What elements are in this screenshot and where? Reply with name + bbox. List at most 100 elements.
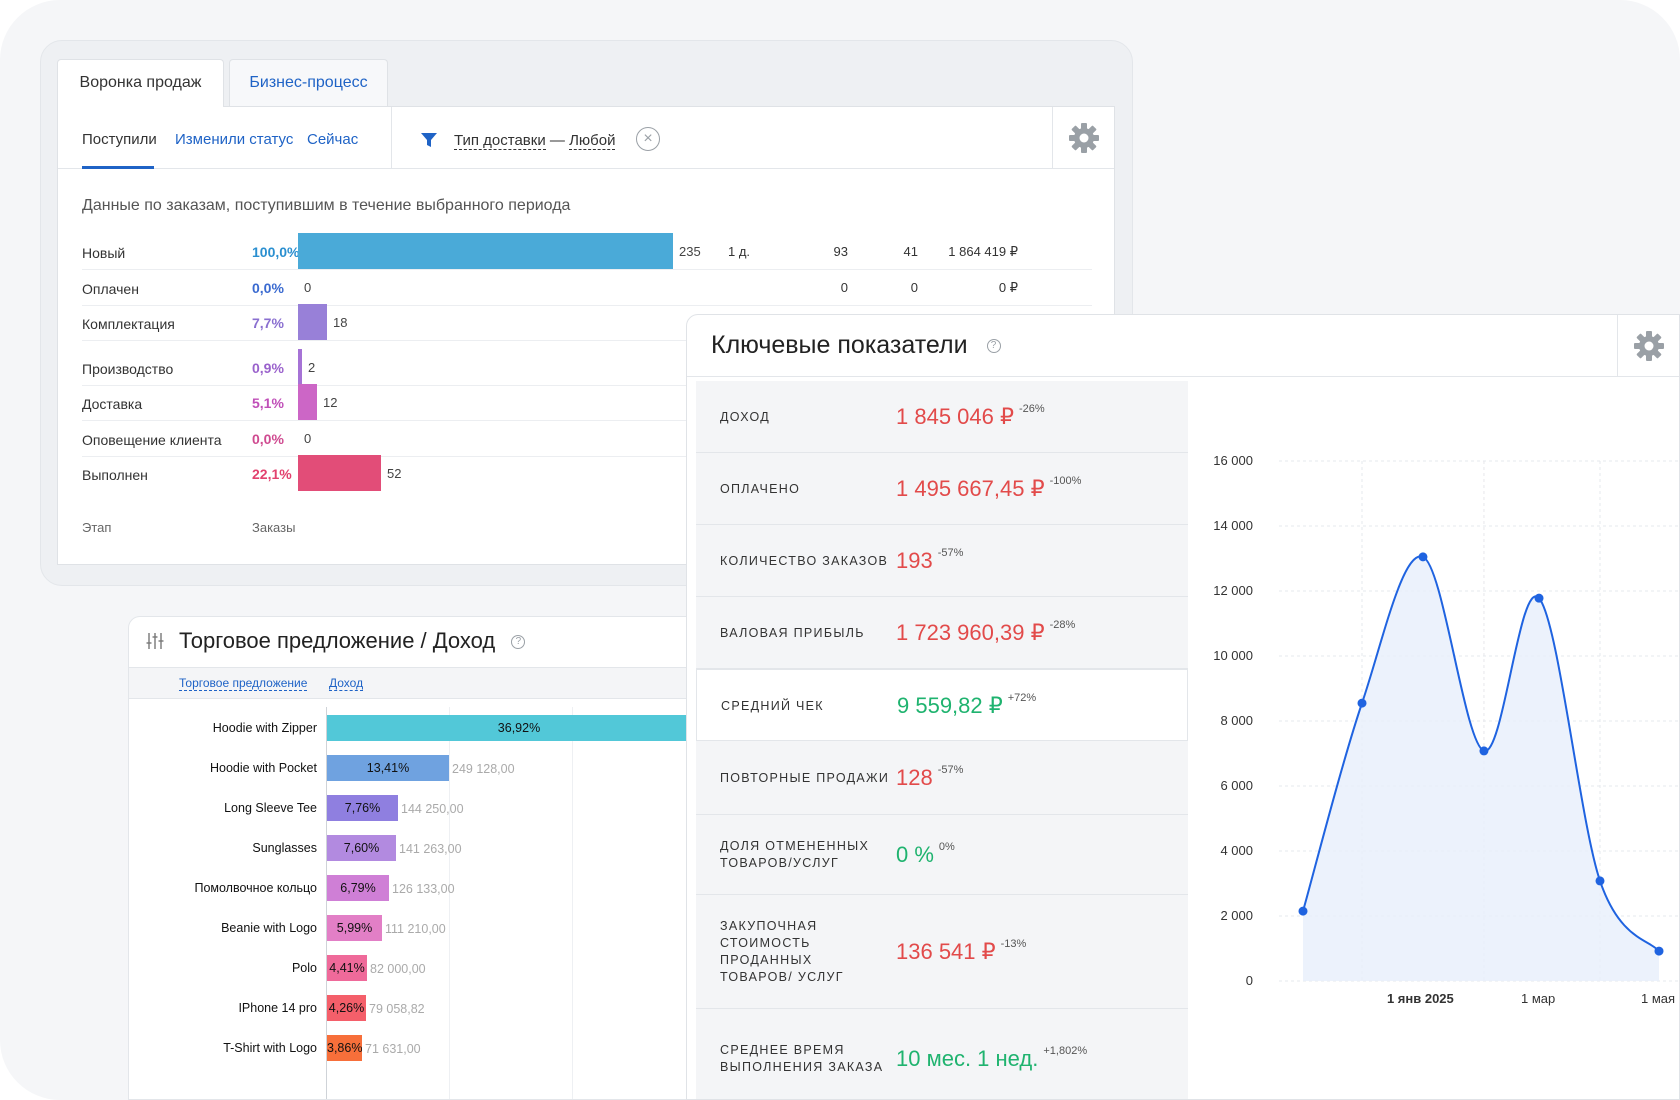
funnel-description: Данные по заказам, поступившим в течение… bbox=[82, 197, 571, 214]
product-row[interactable]: IPhone 14 pro 4,26% 79 058,82 bbox=[129, 995, 687, 1021]
data-point[interactable] bbox=[1298, 906, 1308, 916]
product-row[interactable]: Помолвочное кольцо 6,79% 126 133,00 bbox=[129, 875, 687, 901]
tab-sales-funnel[interactable]: Воронка продаж bbox=[57, 59, 224, 107]
product-row[interactable]: Sunglasses 7,60% 141 263,00 bbox=[129, 835, 687, 861]
stage-label: Выполнен bbox=[82, 467, 148, 483]
row-divider bbox=[82, 420, 1092, 421]
funnel-row[interactable]: Новый 100,0% 235 1 д. 93 41 1 864 419 ₽ bbox=[58, 233, 1058, 269]
funnel-row[interactable]: Доставка 5,1% 12 bbox=[58, 384, 1058, 420]
data-point[interactable] bbox=[1595, 876, 1605, 886]
funnel-row[interactable]: Комплектация 7,7% 18 bbox=[58, 304, 1058, 340]
kpi-label: Среднее время выполнения заказа bbox=[720, 1043, 884, 1074]
subtab-received[interactable]: Поступили bbox=[82, 131, 157, 148]
product-bar[interactable]: 5,99% bbox=[327, 915, 382, 941]
kpi-change: +72% bbox=[1007, 692, 1037, 704]
kpi-row[interactable]: Валовая прибыль 1 723 960,39 ₽ -28% bbox=[696, 597, 1188, 669]
y-tick-label: 12 000 bbox=[1213, 583, 1253, 598]
kpi-change: -13% bbox=[1000, 938, 1027, 950]
kpi-label: Количество заказов bbox=[720, 553, 889, 568]
row-divider bbox=[82, 385, 1092, 386]
y-tick-label: 0 bbox=[1245, 973, 1253, 988]
x-tick-label: 1 мая bbox=[1641, 991, 1676, 1006]
stage-label: Новый bbox=[82, 245, 126, 261]
kpi-title-text: Ключевые показатели bbox=[711, 331, 968, 359]
product-revenue: 111 210,00 bbox=[385, 922, 446, 936]
stage-bar[interactable] bbox=[298, 384, 317, 420]
product-bar[interactable]: 3,86% bbox=[327, 1035, 362, 1061]
funnel-row[interactable]: Оплачен 0,0% 0 0 0 0 ₽ bbox=[58, 269, 1058, 305]
product-share: 36,92% bbox=[497, 721, 541, 735]
stage-value-1: 93 bbox=[833, 244, 848, 259]
funnel-row[interactable]: Оповещение клиента 0,0% 0 bbox=[58, 420, 1058, 456]
product-bar[interactable]: 4,41% bbox=[327, 955, 367, 981]
series-area bbox=[1303, 556, 1659, 981]
stage-percent: 0,0% bbox=[252, 280, 284, 296]
kpi-row[interactable]: Количество заказов 193 -57% bbox=[696, 525, 1188, 597]
data-point[interactable] bbox=[1479, 746, 1489, 756]
funnel-row[interactable]: Производство 0,9% 2 bbox=[58, 349, 1058, 385]
product-row[interactable]: Long Sleeve Tee 7,76% 144 250,00 bbox=[129, 795, 687, 821]
stage-column-label: Этап bbox=[82, 520, 112, 535]
kpi-row[interactable]: Повторные продажи 128 -57% bbox=[696, 741, 1188, 815]
subtab-now[interactable]: Сейчас bbox=[307, 131, 359, 148]
help-icon[interactable]: ? bbox=[986, 339, 1001, 354]
product-row[interactable]: Beanie with Logo 5,99% 111 210,00 bbox=[129, 915, 687, 941]
kpi-change: -57% bbox=[937, 547, 964, 559]
data-point[interactable] bbox=[1534, 593, 1544, 603]
stage-bar[interactable] bbox=[298, 304, 327, 340]
sliders-icon[interactable] bbox=[145, 631, 165, 651]
kpi-row[interactable]: Доля отмененных товаров/услуг 0 % 0% bbox=[696, 815, 1188, 895]
tab-business-process[interactable]: Бизнес-процесс bbox=[229, 59, 388, 106]
stage-label: Оповещение клиента bbox=[82, 432, 222, 448]
kpi-row[interactable]: Оплачено 1 495 667,45 ₽ -100% bbox=[696, 453, 1188, 525]
stage-bar[interactable] bbox=[298, 233, 673, 269]
product-name: Beanie with Logo bbox=[221, 921, 317, 935]
stage-bar[interactable] bbox=[298, 455, 381, 491]
stage-percent: 0,0% bbox=[252, 431, 284, 447]
stage-count: 0 bbox=[304, 431, 312, 446]
link-revenue[interactable]: Доход bbox=[329, 676, 364, 691]
kpi-value: 193 -57% bbox=[896, 547, 963, 574]
y-tick-label: 2 000 bbox=[1220, 908, 1253, 923]
product-share: 4,26% bbox=[328, 1001, 365, 1015]
funnel-settings-button[interactable] bbox=[1052, 107, 1114, 169]
kpi-label: Доля отмененных товаров/услуг bbox=[720, 839, 870, 870]
product-name: Помолвочное кольцо bbox=[194, 881, 317, 895]
product-share: 7,60% bbox=[343, 841, 380, 855]
clear-filter-close-icon[interactable]: × bbox=[636, 127, 660, 151]
stage-bar[interactable] bbox=[298, 349, 302, 385]
product-row[interactable]: Hoodie with Zipper 36,92% bbox=[129, 715, 687, 741]
product-bar[interactable]: 7,60% bbox=[327, 835, 396, 861]
subtab-status-changed[interactable]: Изменили статус bbox=[175, 131, 294, 148]
product-bar[interactable]: 7,76% bbox=[327, 795, 398, 821]
data-point[interactable] bbox=[1418, 552, 1428, 562]
link-product-offer[interactable]: Торговое предложение bbox=[179, 676, 308, 691]
data-point[interactable] bbox=[1357, 698, 1367, 708]
kpi-settings-button[interactable] bbox=[1617, 315, 1679, 377]
product-bar[interactable]: 36,92% bbox=[327, 715, 687, 741]
product-row[interactable]: Polo 4,41% 82 000,00 bbox=[129, 955, 687, 981]
product-revenue: 71 631,00 bbox=[365, 1042, 421, 1056]
kpi-row[interactable]: Закупочная стоимость проданных товаров/ … bbox=[696, 895, 1188, 1009]
kpi-row[interactable]: Среднее время выполнения заказа 10 мес. 1… bbox=[696, 1009, 1188, 1099]
product-revenue: 144 250,00 bbox=[401, 802, 464, 816]
gridline bbox=[572, 707, 573, 1099]
product-row[interactable]: T-Shirt with Logo 3,86% 71 631,00 bbox=[129, 1035, 687, 1061]
kpi-value-text: 9 559,82 ₽ bbox=[897, 693, 1003, 718]
product-bar[interactable]: 13,41% bbox=[327, 755, 449, 781]
funnel-row[interactable]: Выполнен 22,1% 52 bbox=[58, 455, 1058, 491]
delivery-type-filter[interactable]: Тип доставки — Любой bbox=[454, 132, 616, 150]
orders-column-label: Заказы bbox=[252, 520, 296, 535]
kpi-value-text: 10 мес. 1 нед. bbox=[896, 1046, 1039, 1071]
kpi-value: 10 мес. 1 нед. +1,802% bbox=[896, 1045, 1087, 1072]
kpi-row[interactable]: Средний чек 9 559,82 ₽ +72% bbox=[696, 669, 1188, 741]
product-bar[interactable]: 4,26% bbox=[327, 995, 366, 1021]
active-subtab-underline bbox=[82, 166, 154, 169]
bar-axis bbox=[326, 707, 327, 1099]
filter-icon[interactable] bbox=[420, 131, 438, 149]
product-bar[interactable]: 6,79% bbox=[327, 875, 389, 901]
data-point[interactable] bbox=[1654, 946, 1664, 956]
help-icon[interactable]: ? bbox=[511, 635, 526, 650]
product-row[interactable]: Hoodie with Pocket 13,41% 249 128,00 bbox=[129, 755, 687, 781]
kpi-row[interactable]: Доход 1 845 046 ₽ -26% bbox=[696, 381, 1188, 453]
